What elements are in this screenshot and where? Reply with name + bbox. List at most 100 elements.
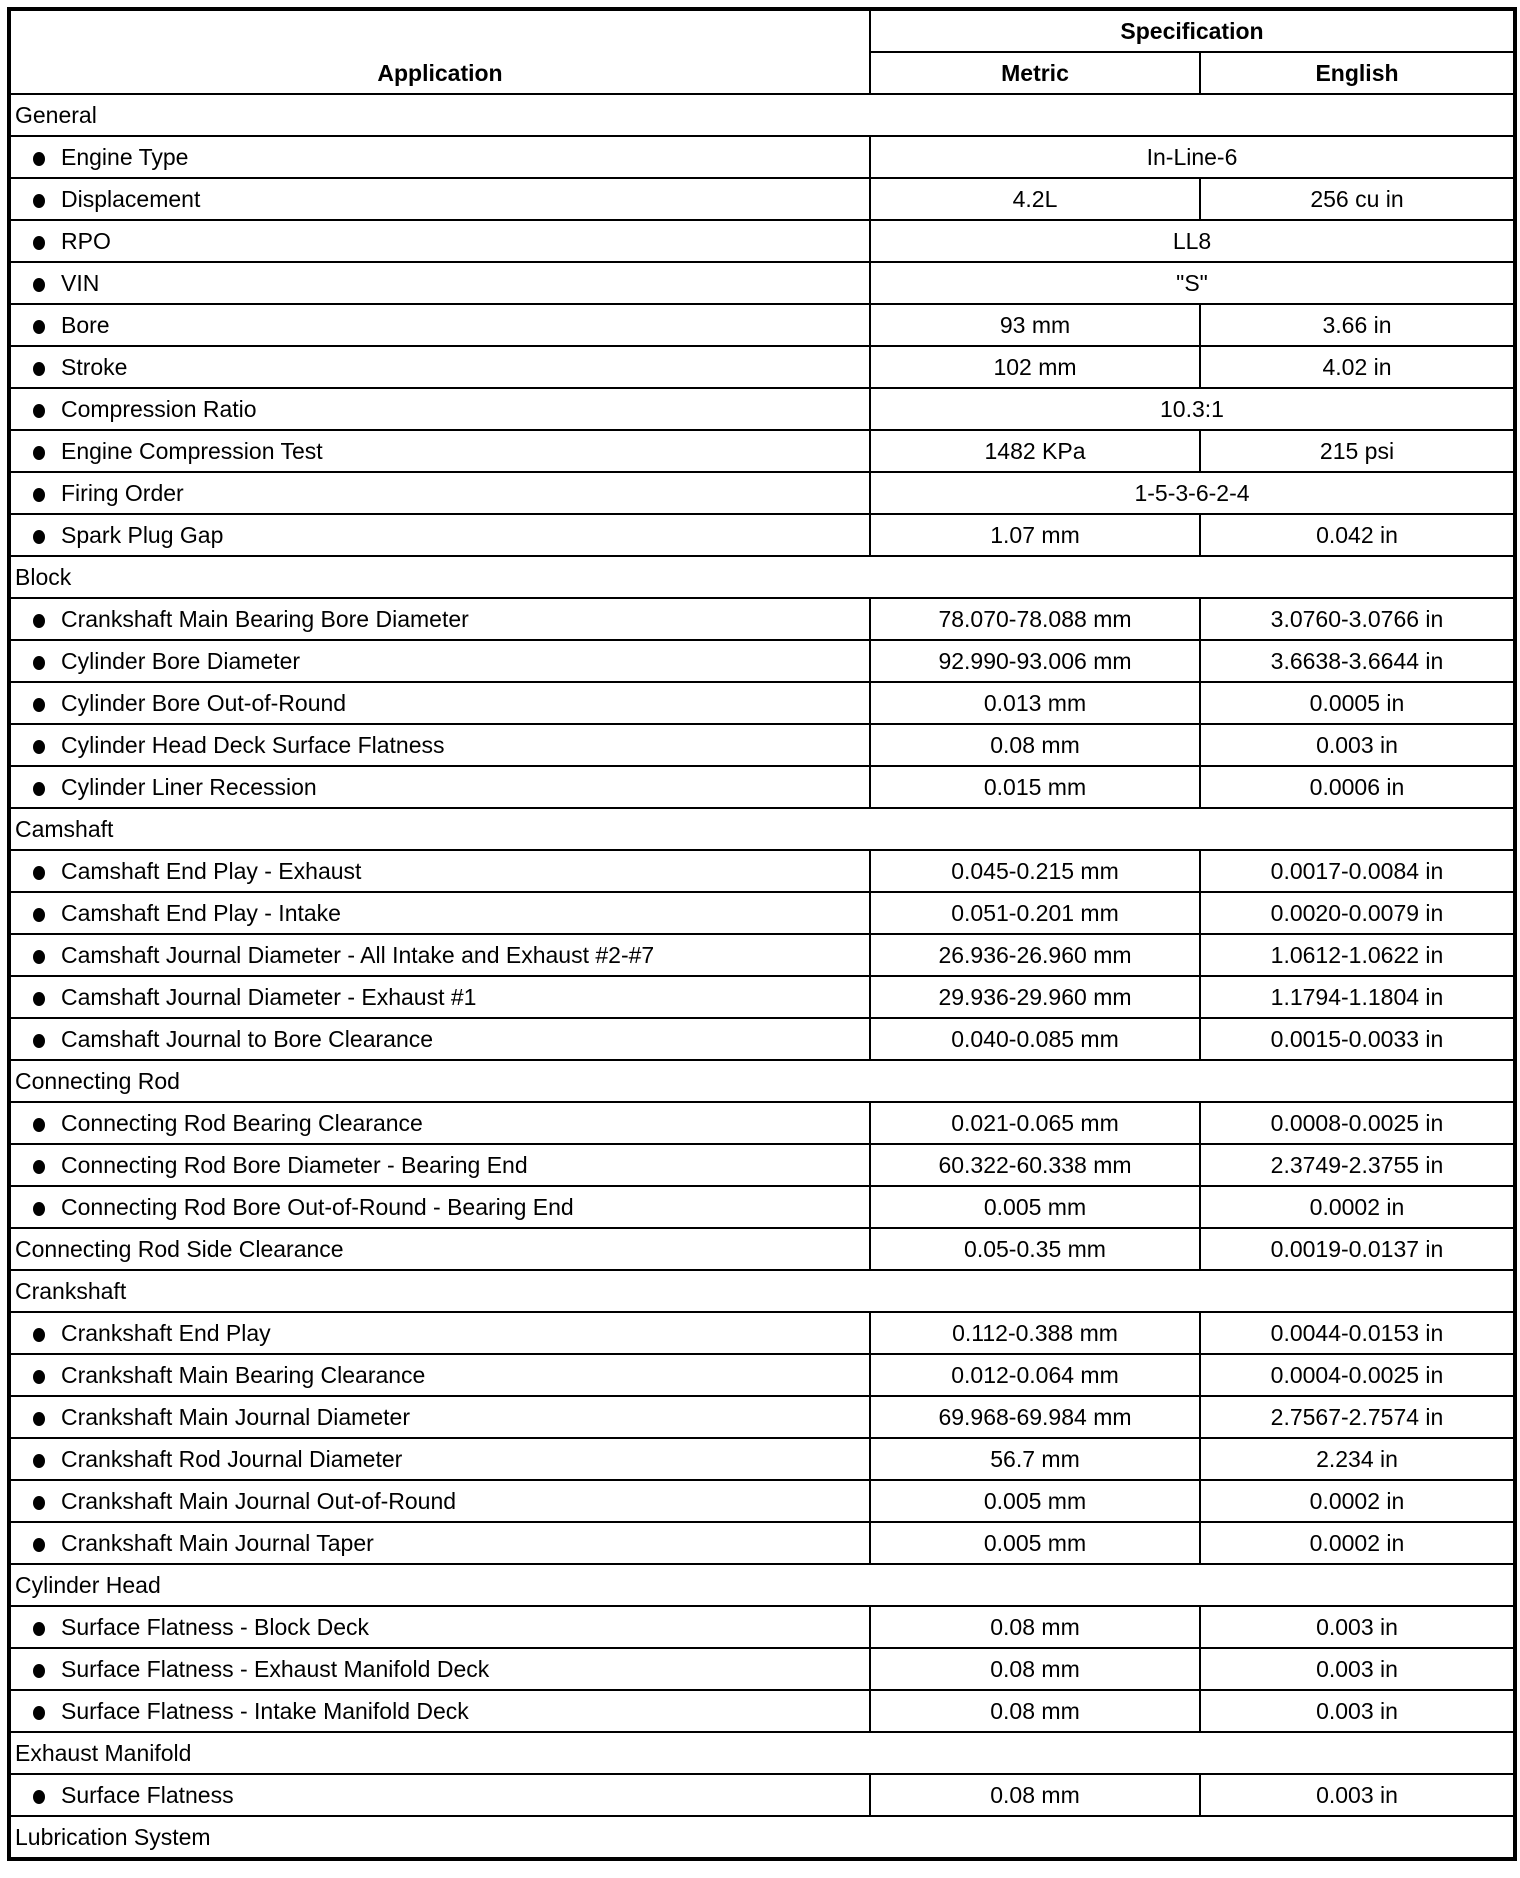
- table-row: Camshaft Journal Diameter - Exhaust #1 29…: [8, 975, 1516, 1019]
- english-value: 0.0015-0.0033 in: [1199, 1017, 1516, 1061]
- application-cell: Spark Plug Gap: [8, 513, 871, 557]
- table-row: Camshaft Journal to Bore Clearance 0.040-…: [8, 1017, 1516, 1061]
- metric-value: 0.040-0.085 mm: [869, 1017, 1201, 1061]
- metric-value: 92.990-93.006 mm: [869, 639, 1201, 683]
- metric-value: 93 mm: [869, 303, 1201, 347]
- application-cell: Surface Flatness: [8, 1773, 871, 1817]
- application-cell: Crankshaft Main Bearing Clearance: [8, 1353, 871, 1397]
- table-row: Connecting Rod Bore Out-of-Round - Beari…: [8, 1185, 1516, 1229]
- metric-value: 4.2L: [869, 177, 1201, 221]
- table-row: Compression Ratio 10.3:1: [8, 387, 1516, 431]
- english-value: 2.3749-2.3755 in: [1199, 1143, 1516, 1187]
- section-row: Connecting Rod: [8, 1059, 1516, 1103]
- application-cell: Connecting Rod Bore Diameter - Bearing E…: [8, 1143, 871, 1187]
- english-value: 1.0612-1.0622 in: [1199, 933, 1516, 977]
- metric-value: 0.045-0.215 mm: [869, 849, 1201, 893]
- bullet-icon: [33, 362, 45, 376]
- application-label: Stroke: [61, 354, 128, 380]
- table-row: Connecting Rod Bearing Clearance 0.021-0.…: [8, 1101, 1516, 1145]
- bullet-icon: [33, 908, 45, 922]
- application-label: Spark Plug Gap: [61, 522, 224, 548]
- application-label: Displacement: [61, 186, 201, 212]
- bullet-icon: [33, 1622, 45, 1636]
- english-value: 0.0002 in: [1199, 1521, 1516, 1565]
- english-value: 0.042 in: [1199, 513, 1516, 557]
- english-value: 0.0020-0.0079 in: [1199, 891, 1516, 935]
- metric-value: 0.051-0.201 mm: [869, 891, 1201, 935]
- bullet-icon: [33, 1454, 45, 1468]
- section-row: Camshaft: [8, 807, 1516, 851]
- english-value: 0.0002 in: [1199, 1185, 1516, 1229]
- application-cell: Engine Type: [8, 135, 871, 179]
- table-row: Engine Compression Test 1482 KPa 215 psi: [8, 429, 1516, 473]
- section-row: General: [8, 93, 1516, 137]
- application-cell: Cylinder Head Deck Surface Flatness: [8, 723, 871, 767]
- metric-value: 0.015 mm: [869, 765, 1201, 809]
- metric-value: 0.005 mm: [869, 1521, 1201, 1565]
- table-row: Cylinder Bore Out-of-Round 0.013 mm 0.0005…: [8, 681, 1516, 725]
- application-label: Crankshaft Main Journal Taper: [61, 1530, 374, 1556]
- bullet-icon: [33, 194, 45, 208]
- metric-value: 0.08 mm: [869, 723, 1201, 767]
- application-cell: Compression Ratio: [8, 387, 871, 431]
- application-cell: Displacement: [8, 177, 871, 221]
- english-value: 2.234 in: [1199, 1437, 1516, 1481]
- metric-value: 1.07 mm: [869, 513, 1201, 557]
- bullet-icon: [33, 1412, 45, 1426]
- table-row: Displacement 4.2L 256 cu in: [8, 177, 1516, 221]
- table-row: Camshaft End Play - Intake 0.051-0.201 mm…: [8, 891, 1516, 935]
- table-row: Crankshaft End Play 0.112-0.388 mm 0.0044-…: [8, 1311, 1516, 1355]
- section-row: Block: [8, 555, 1516, 599]
- bullet-icon: [33, 1328, 45, 1342]
- application-label: Crankshaft Main Bearing Bore Diameter: [61, 606, 469, 632]
- table-row: Surface Flatness - Intake Manifold Deck 0…: [8, 1689, 1516, 1733]
- english-value: 0.0004-0.0025 in: [1199, 1353, 1516, 1397]
- application-label: Crankshaft End Play: [61, 1320, 271, 1346]
- specification-header: Specification: [869, 8, 1516, 53]
- english-value: 0.0008-0.0025 in: [1199, 1101, 1516, 1145]
- application-cell: Camshaft Journal Diameter - All Intake a…: [8, 933, 871, 977]
- bullet-icon: [33, 488, 45, 502]
- application-label: Crankshaft Main Journal Diameter: [61, 1404, 410, 1430]
- english-value: 0.0006 in: [1199, 765, 1516, 809]
- english-value: 0.003 in: [1199, 1689, 1516, 1733]
- english-value: 0.0002 in: [1199, 1479, 1516, 1523]
- application-cell: Crankshaft Main Bearing Bore Diameter: [8, 597, 871, 641]
- bullet-icon: [33, 782, 45, 796]
- metric-value: 0.08 mm: [869, 1689, 1201, 1733]
- table-row: Cylinder Liner Recession 0.015 mm 0.0006 i…: [8, 765, 1516, 809]
- bullet-icon: [33, 1118, 45, 1132]
- table-row: Connecting Rod Bore Diameter - Bearing E…: [8, 1143, 1516, 1187]
- section-label: Exhaust Manifold: [8, 1731, 1516, 1775]
- application-label: Crankshaft Rod Journal Diameter: [61, 1446, 403, 1472]
- bullet-icon: [33, 278, 45, 292]
- table-row: Crankshaft Main Bearing Bore Diameter 78.…: [8, 597, 1516, 641]
- application-label: Engine Compression Test: [61, 438, 323, 464]
- metric-value: 0.021-0.065 mm: [869, 1101, 1201, 1145]
- metric-value: 0.08 mm: [869, 1773, 1201, 1817]
- application-label: Cylinder Liner Recession: [61, 774, 317, 800]
- table-row: Crankshaft Main Bearing Clearance 0.012-0…: [8, 1353, 1516, 1397]
- application-label: Cylinder Bore Diameter: [61, 648, 301, 674]
- application-label: Connecting Rod Bore Diameter - Bearing E…: [61, 1152, 528, 1178]
- section-label: Lubrication System: [8, 1815, 1516, 1860]
- metric-header: Metric: [869, 51, 1201, 95]
- application-header: Application: [8, 8, 871, 95]
- application-cell: Surface Flatness - Intake Manifold Deck: [8, 1689, 871, 1733]
- application-label: VIN: [61, 270, 100, 296]
- application-label: Surface Flatness - Exhaust Manifold Deck: [61, 1656, 490, 1682]
- application-cell: Bore: [8, 303, 871, 347]
- bullet-icon: [33, 320, 45, 334]
- table-row: Surface Flatness - Exhaust Manifold Deck…: [8, 1647, 1516, 1691]
- metric-value: 0.005 mm: [869, 1479, 1201, 1523]
- application-label: Surface Flatness: [61, 1782, 234, 1808]
- metric-value: 0.013 mm: [869, 681, 1201, 725]
- english-value: 0.0005 in: [1199, 681, 1516, 725]
- english-header: English: [1199, 51, 1516, 95]
- section-label: Block: [8, 555, 1516, 599]
- application-label: Surface Flatness - Block Deck: [61, 1614, 370, 1640]
- table-row: Cylinder Head Deck Surface Flatness 0.08 …: [8, 723, 1516, 767]
- application-label: Firing Order: [61, 480, 184, 506]
- application-label: Camshaft Journal Diameter - All Intake a…: [61, 942, 655, 968]
- bullet-icon: [33, 530, 45, 544]
